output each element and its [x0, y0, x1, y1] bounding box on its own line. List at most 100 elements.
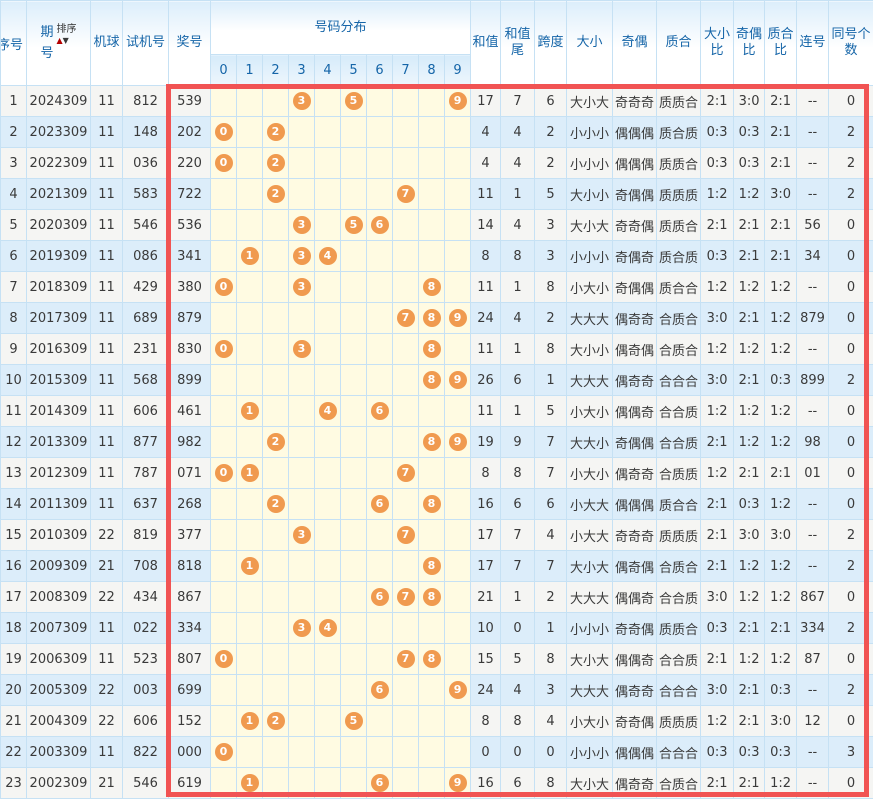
cell-digit-3: [288, 550, 315, 582]
number-ball: 6: [370, 588, 389, 606]
table-row: 14 2011309 11 637 268 2 6 8 16 6 6 小大大 偶偶偶 质合合 2:1 0:3 1…: [0, 488, 873, 520]
cell-digit-4: 4: [314, 395, 341, 427]
cell-seq: 14: [0, 488, 27, 520]
cell-period: 2005309: [26, 674, 91, 706]
cell-size: 小小小: [566, 240, 614, 272]
sort-asc-icon[interactable]: ▲: [56, 36, 63, 45]
number-ball: 7: [396, 588, 415, 606]
cell-digit-5: [340, 767, 367, 799]
cell-digit-7: [392, 612, 419, 644]
col-header-period: 期 排序 ▲▼ 号: [26, 0, 91, 86]
cell-size-ratio: 1:2: [700, 271, 735, 303]
cell-sum: 8: [470, 457, 502, 489]
cell-prime-ratio: 2:1: [764, 240, 798, 272]
cell-prize: 982: [168, 426, 211, 458]
cell-digit-4: [314, 581, 341, 613]
cell-period: 2023309: [26, 116, 91, 148]
cell-sum: 11: [470, 271, 502, 303]
number-ball: 3: [292, 247, 311, 265]
cell-digit-2: [262, 550, 289, 582]
cell-digit-8: 8: [418, 364, 445, 396]
number-ball: 3: [292, 340, 311, 358]
cell-sum: 19: [470, 426, 502, 458]
cell-digit-7: [392, 116, 419, 148]
cell-prime: 合合合: [656, 674, 702, 706]
cell-digit-8: 8: [418, 488, 445, 520]
cell-prize: 268: [168, 488, 211, 520]
cell-consecutive: 334: [796, 612, 830, 644]
cell-size-ratio: 0:3: [700, 147, 735, 179]
cell-span: 4: [534, 705, 568, 737]
cell-digit-7: 7: [392, 581, 419, 613]
cell-consecutive: --: [796, 395, 830, 427]
cell-same-count: 2: [828, 612, 873, 644]
cell-digit-3: [288, 178, 315, 210]
cell-parity-ratio: 2:1: [733, 240, 766, 272]
number-ball: 6: [370, 402, 389, 420]
table-body: 1 2024309 11 812 539 3 5 9 17 7 6 大小大 奇奇奇 质质合 2:1 3:0 2:…: [0, 85, 873, 799]
cell-seq: 15: [0, 519, 27, 551]
cell-span: 7: [534, 550, 568, 582]
number-ball: 8: [422, 650, 441, 668]
cell-parity: 偶偶奇: [612, 581, 658, 613]
cell-digit-0: 0: [210, 736, 237, 768]
cell-seq: 8: [0, 302, 27, 334]
cell-digit-9: [443, 519, 472, 551]
cell-digit-1: [236, 85, 263, 117]
table-row: 17 2008309 22 434 867 6 7 8 21 1 2 大大大 偶偶奇 合合质 3:0 1:2 1…: [0, 581, 873, 613]
cell-parity-ratio: 1:2: [733, 581, 766, 613]
cell-digit-6: [366, 147, 393, 179]
cell-machine: 11: [90, 612, 123, 644]
cell-size-ratio: 2:1: [700, 643, 735, 675]
cell-span: 8: [534, 271, 568, 303]
cell-digit-6: [366, 85, 393, 117]
cell-test: 583: [122, 178, 169, 210]
cell-prize: 807: [168, 643, 211, 675]
sort-desc-icon[interactable]: ▼: [62, 36, 69, 45]
cell-period: 2007309: [26, 612, 91, 644]
number-ball: 6: [370, 681, 389, 699]
cell-digit-7: [392, 395, 419, 427]
cell-test: 429: [122, 271, 169, 303]
col-header-span: 跨度: [534, 0, 568, 86]
cell-digit-2: [262, 395, 289, 427]
cell-digit-4: [314, 85, 341, 117]
cell-size-ratio: 1:2: [700, 705, 735, 737]
cell-consecutive: 01: [796, 457, 830, 489]
cell-digit-9: [443, 147, 472, 179]
cell-digit-2: [262, 209, 289, 241]
cell-parity: 奇偶偶: [612, 178, 658, 210]
number-ball: 3: [292, 216, 311, 234]
cell-digit-6: 6: [366, 674, 393, 706]
cell-digit-8: 8: [418, 643, 445, 675]
cell-digit-3: [288, 767, 315, 799]
number-ball: 4: [318, 247, 337, 265]
cell-sum: 4: [470, 147, 502, 179]
cell-digit-8: [418, 457, 445, 489]
cell-prize: 619: [168, 767, 211, 799]
cell-digit-5: [340, 457, 367, 489]
cell-parity-ratio: 2:1: [733, 705, 766, 737]
cell-digit-8: [418, 147, 445, 179]
cell-parity-ratio: 1:2: [733, 426, 766, 458]
cell-digit-0: [210, 488, 237, 520]
cell-digit-2: 2: [262, 488, 289, 520]
cell-size-ratio: 2:1: [700, 85, 735, 117]
cell-seq: 5: [0, 209, 27, 241]
cell-digit-5: [340, 302, 367, 334]
cell-prize: 377: [168, 519, 211, 551]
cell-parity-ratio: 0:3: [733, 736, 766, 768]
cell-prize: 818: [168, 550, 211, 582]
cell-digit-6: [366, 333, 393, 365]
cell-digit-8: [418, 209, 445, 241]
cell-span: 7: [534, 457, 568, 489]
period-sort-control[interactable]: 排序 ▲▼: [57, 24, 77, 45]
cell-digit-4: [314, 736, 341, 768]
cell-digit-7: [392, 426, 419, 458]
cell-digit-2: [262, 674, 289, 706]
cell-seq: 2: [0, 116, 27, 148]
cell-digit-2: [262, 736, 289, 768]
cell-same-count: 0: [828, 643, 873, 675]
cell-digit-4: [314, 333, 341, 365]
cell-digit-2: 2: [262, 116, 289, 148]
